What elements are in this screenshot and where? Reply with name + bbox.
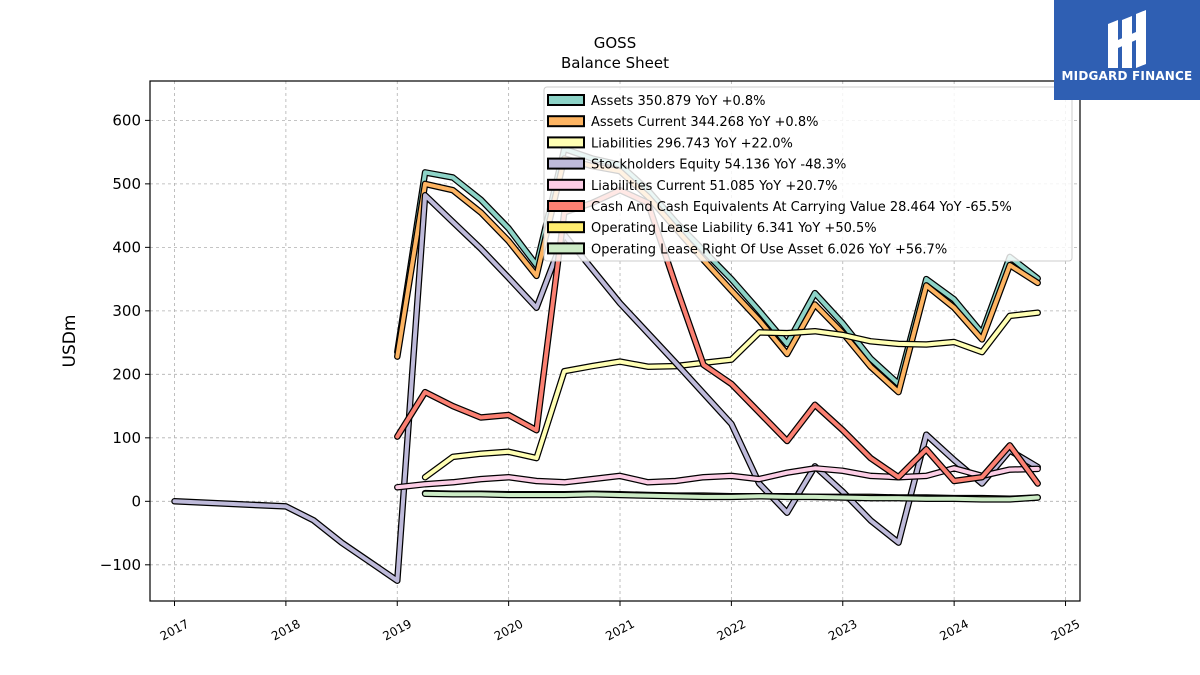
series-line [395,466,1040,490]
y-tick-label: 100 [112,429,141,447]
y-tick-label: 300 [112,302,141,320]
y-axis-label: USDm [60,315,80,368]
series-line [423,491,1040,502]
legend-label: Liabilities 296.743 YoY +22.0% [591,136,793,151]
legend-swatch [547,115,585,128]
series-lines [171,145,1041,584]
chart-title: GOSS [594,34,636,52]
legend-label: Assets 350.879 YoY +0.8% [591,94,766,109]
series-0 [394,145,1041,388]
x-tick-label: 2017 [158,617,192,644]
legend-swatch [547,94,585,106]
x-tick-label: 2020 [492,617,526,644]
series-7 [421,490,1041,503]
y-tick-label: 600 [112,111,141,129]
logo-mark-icon [1108,10,1146,68]
x-tick-label: 2025 [1049,617,1083,644]
series-line [395,146,1040,386]
x-axis-ticks: 2017 2018 2019 2020 2021 2022 2023 2024 2025 [158,601,1083,644]
series-4 [394,465,1041,491]
series-line [423,310,1040,480]
x-tick-label: 2019 [380,617,414,644]
legend-swatch [547,178,585,191]
series-2 [421,309,1041,481]
y-tick-label: −100 [100,556,141,574]
x-tick-label: 2024 [937,617,971,644]
plot-frame [149,80,1081,602]
series-1 [394,155,1041,396]
y-tick-label: 200 [112,365,141,383]
legend-swatch [547,200,585,212]
x-tick-label: 2022 [715,617,749,644]
logo-text: MIDGARD FINANCE [1061,69,1193,83]
legend-swatch [547,157,585,170]
series-line [395,156,1040,395]
legend-label: Liabilities Current 51.085 YoY +20.7% [591,179,838,194]
legend-label: Cash And Cash Equivalents At Carrying Va… [591,200,1012,215]
y-axis-ticks: −100 0 100 200 300 400 500 600 [100,111,150,574]
legend: Assets 350.879 YoY +0.8% Assets Current 3… [543,86,1073,262]
y-tick-label: 500 [112,175,141,193]
legend-label: Stockholders Equity 54.136 YoY -48.3% [591,158,846,173]
y-tick-label: 0 [131,492,141,510]
y-tick-label: 400 [112,238,141,256]
legend-box [543,86,1073,262]
legend-label: Assets Current 344.268 YoY +0.8% [591,115,818,130]
legend-swatch [547,242,585,255]
legend-label: Operating Lease Liability 6.341 YoY +50.… [591,221,877,236]
legend-swatch [547,221,585,234]
series-line [395,188,1040,486]
legend-label: Operating Lease Right Of Use Asset 6.026… [591,242,947,257]
legend-swatch [547,136,585,149]
x-tick-label: 2018 [269,617,303,644]
midgard-finance-logo: MIDGARD FINANCE [1054,0,1200,100]
x-tick-label: 2023 [826,617,860,644]
series-5 [394,186,1041,487]
x-tick-label: 2021 [603,617,637,644]
chart-subtitle: Balance Sheet [561,54,669,72]
